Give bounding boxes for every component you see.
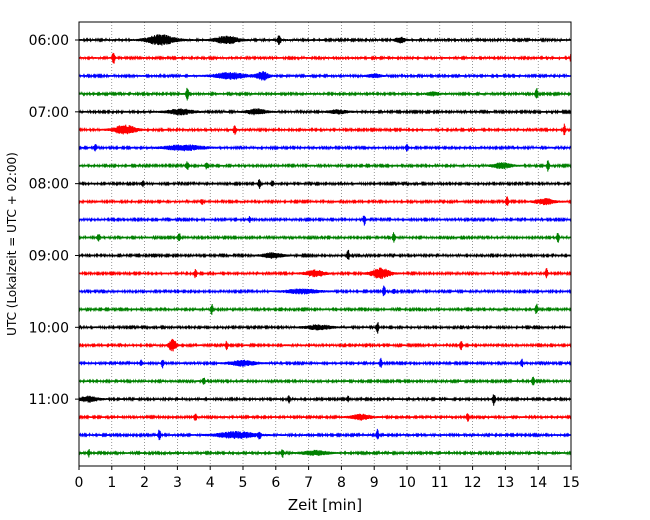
x-tick-label: 4: [206, 475, 215, 491]
x-tick-label: 13: [496, 475, 514, 491]
trace-1000: [78, 322, 572, 334]
trace-0830: [78, 215, 572, 226]
x-tick-label: 6: [271, 475, 280, 491]
trace-0845: [78, 232, 572, 243]
trace-0630: [78, 71, 572, 81]
x-tick-label: 10: [398, 475, 416, 491]
x-tick-label: 8: [337, 475, 346, 491]
x-tick-label: 11: [431, 475, 449, 491]
trace-1030: [78, 357, 572, 369]
trace-1115: [78, 413, 572, 422]
trace-1045: [78, 376, 572, 386]
trace-1015: [78, 338, 572, 352]
trace-0915: [78, 267, 572, 280]
trace-layer: [78, 34, 572, 458]
y-tick-label: 10:00: [29, 320, 69, 336]
x-axis-label: Zeit [min]: [288, 496, 362, 514]
x-tick-label: 3: [173, 475, 182, 491]
vertical-grid: [111, 22, 539, 466]
x-tick-label: 15: [562, 475, 580, 491]
trace-1145: [78, 448, 572, 458]
y-tick-label: 09:00: [29, 248, 69, 264]
x-tick-label: 9: [370, 475, 379, 491]
trace-0745: [78, 160, 572, 172]
y-axis-label: UTC (Lokalzeit = UTC + 02:00): [5, 152, 19, 336]
x-tick-label: 2: [140, 475, 149, 491]
x-tick-label: 7: [304, 475, 313, 491]
y-tick-label: 07:00: [29, 105, 69, 121]
x-tick-label: 14: [529, 475, 547, 491]
trace-1130: [78, 428, 572, 441]
y-tick-label: 11:00: [29, 392, 69, 408]
trace-1100: [78, 394, 572, 406]
x-tick-label: 5: [239, 475, 248, 491]
y-tick-label: 06:00: [29, 33, 69, 49]
trace-0645: [78, 87, 572, 101]
y-axis-ticks: 06:00 07:00 08:00 09:00 10:00 11:00: [29, 33, 79, 408]
trace-0700: [78, 108, 572, 116]
trace-0615: [78, 52, 572, 64]
trace-0800: [78, 179, 572, 189]
x-tick-label: 1: [107, 475, 116, 491]
trace-0715: [78, 123, 572, 136]
trace-0900: [78, 249, 572, 260]
trace-0930: [78, 285, 572, 297]
trace-0730: [78, 143, 572, 152]
x-tick-label: 0: [75, 475, 84, 491]
trace-0945: [78, 303, 572, 315]
x-tick-label: 12: [464, 475, 482, 491]
trace-0815: [78, 196, 572, 206]
y-tick-label: 08:00: [29, 177, 69, 193]
x-axis-ticks: 0 1 2 3 4 5 6 7 8 9 10 11 12 13 14 15: [75, 466, 580, 491]
plot-frame: [78, 21, 572, 467]
trace-0600: [78, 34, 572, 46]
